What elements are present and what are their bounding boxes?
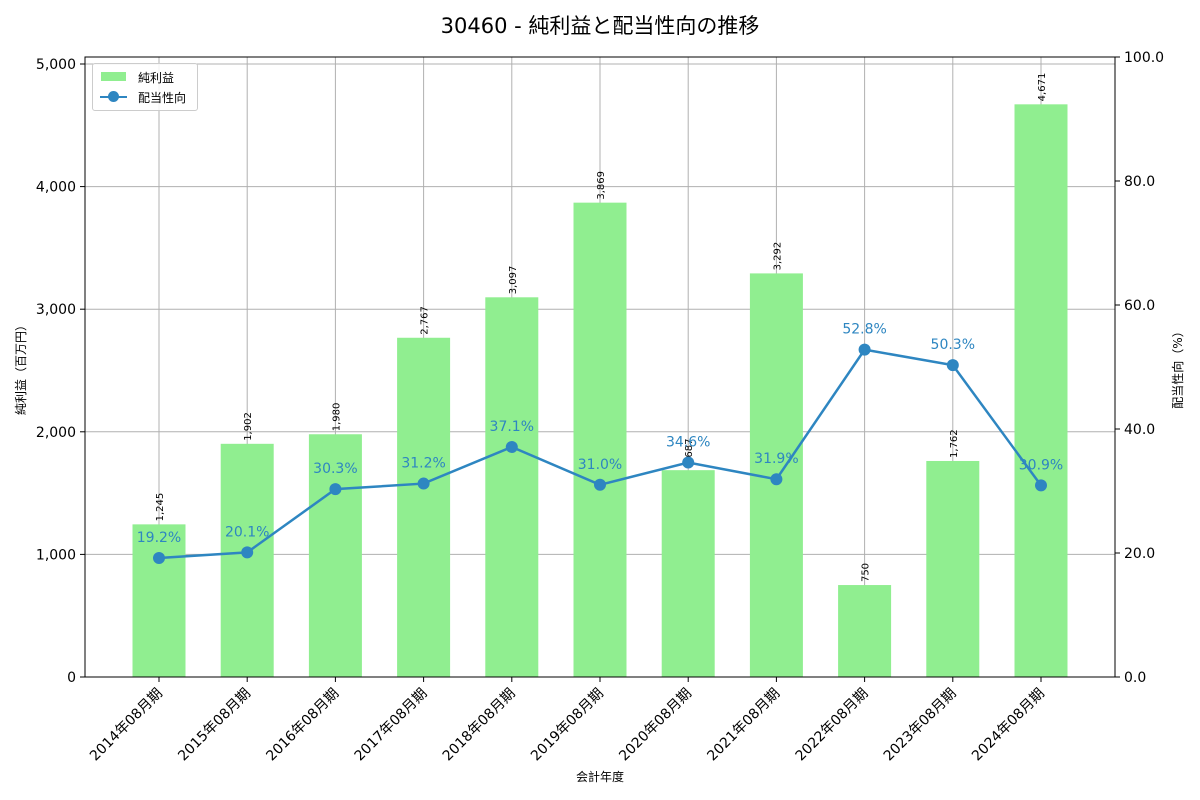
x-tick-label: 2022年08月期 xyxy=(793,686,872,765)
y-axis-right: 0.0 20.0 40.0 60.0 80.0 100.0 xyxy=(1115,50,1164,686)
legend-item-net-income: 純利益 xyxy=(93,68,197,86)
y-tick-label: 1,000 xyxy=(36,547,76,563)
x-axis: 2014年08月期 2015年08月期 2016年08月期 2017年08月期 2018… xyxy=(87,677,1048,764)
line-series xyxy=(153,343,1047,564)
bar xyxy=(132,524,186,677)
bar-value-label: 4,671 xyxy=(1037,73,1048,102)
bar-series xyxy=(132,104,1068,678)
bar-value-label: 3,292 xyxy=(772,242,783,271)
x-tick-label: 2014年08月期 xyxy=(87,686,166,765)
bar-value-label: 1,762 xyxy=(949,429,960,458)
bar xyxy=(485,297,539,677)
x-tick-label: 2017年08月期 xyxy=(352,686,431,765)
y-tick-label: 0 xyxy=(67,670,76,686)
y-tick-label: 3,000 xyxy=(36,302,76,318)
bar xyxy=(838,585,892,677)
bar-value-label: 2,767 xyxy=(420,306,431,335)
line-marker xyxy=(329,483,342,496)
y2-tick-label: 0.0 xyxy=(1124,670,1146,686)
bar xyxy=(661,470,715,677)
y2-tick-label: 60.0 xyxy=(1124,298,1155,314)
x-tick-label: 2019年08月期 xyxy=(528,686,607,765)
bar-swatch-icon xyxy=(101,72,126,81)
line-marker xyxy=(1035,479,1047,492)
bar-value-label: 1,902 xyxy=(243,412,254,441)
line-marker xyxy=(505,440,518,453)
bar-value-labels: 1,245 1,902 1,980 2,767 3,097 3,869 1,687 3,292… xyxy=(155,73,1048,582)
bar-value-label: 1,980 xyxy=(331,403,342,432)
y2-tick-label: 80.0 xyxy=(1124,174,1155,190)
payout-value-label: 19.2% xyxy=(137,530,181,546)
y-tick-label: 5,000 xyxy=(36,57,76,73)
legend: 純利益 配当性向 xyxy=(92,63,198,111)
legend-item-payout-ratio: 配当性向 xyxy=(93,88,197,106)
line-marker xyxy=(682,456,695,469)
payout-value-label: 50.3% xyxy=(931,337,975,353)
legend-label: 純利益 xyxy=(138,71,175,85)
y-tick-label: 4,000 xyxy=(36,180,76,196)
line-marker xyxy=(770,473,783,486)
bar xyxy=(397,337,451,677)
bar-value-label: 3,869 xyxy=(596,171,607,200)
payout-value-label: 37.1% xyxy=(490,419,534,435)
y2-tick-label: 20.0 xyxy=(1124,546,1155,562)
bar-value-label: 1,245 xyxy=(155,493,166,522)
x-tick-label: 2018年08月期 xyxy=(440,686,519,765)
payout-value-label: 30.3% xyxy=(313,461,357,477)
payout-value-label: 31.0% xyxy=(578,457,622,473)
x-tick-label: 2015年08月期 xyxy=(175,686,254,765)
y2-tick-label: 100.0 xyxy=(1124,50,1164,66)
payout-value-label: 30.9% xyxy=(1019,457,1063,473)
x-axis-title: 会計年度 xyxy=(576,769,624,784)
payout-value-label: 31.9% xyxy=(754,451,798,467)
chart-title: 30460 - 純利益と配当性向の推移 xyxy=(440,14,760,38)
line-marker xyxy=(153,551,165,564)
x-tick-label: 2024年08月期 xyxy=(969,686,1048,765)
bar-value-label: 750 xyxy=(861,563,872,582)
bar-value-label: 1,687 xyxy=(684,439,695,468)
payout-value-label: 31.2% xyxy=(401,456,445,472)
y-axis-left-title: 純利益（百万円） xyxy=(14,319,28,415)
line-marker xyxy=(594,478,606,491)
x-tick-label: 2023年08月期 xyxy=(881,686,960,765)
y-axis-left: 0 1,000 2,000 3,000 4,000 5,000 xyxy=(36,57,85,686)
line-marker xyxy=(858,343,871,356)
bar xyxy=(573,202,627,678)
line-marker xyxy=(417,477,430,490)
x-tick-label: 2020年08月期 xyxy=(616,686,695,765)
y2-tick-label: 40.0 xyxy=(1124,422,1155,438)
payout-value-label: 52.8% xyxy=(842,322,886,338)
bar xyxy=(308,434,362,677)
x-tick-label: 2021年08月期 xyxy=(704,686,783,765)
line-value-labels: 19.2% 20.1% 30.3% 31.2% 37.1% 31.0% 34.6% 31.9%… xyxy=(137,322,1063,546)
bar xyxy=(1014,104,1068,677)
x-tick-label: 2016年08月期 xyxy=(263,686,342,765)
legend-label: 配当性向 xyxy=(138,91,187,105)
y-axis-right-title: 配当性向（%） xyxy=(1170,325,1185,408)
y-tick-label: 2,000 xyxy=(36,425,76,441)
payout-value-label: 20.1% xyxy=(225,524,269,540)
payout-value-label: 34.6% xyxy=(666,434,710,450)
bar-value-label: 3,097 xyxy=(508,266,519,295)
bar xyxy=(926,460,980,677)
bar xyxy=(220,443,274,677)
line-marker xyxy=(241,546,254,559)
marker-dot-icon xyxy=(108,91,119,102)
line-marker xyxy=(946,359,959,372)
